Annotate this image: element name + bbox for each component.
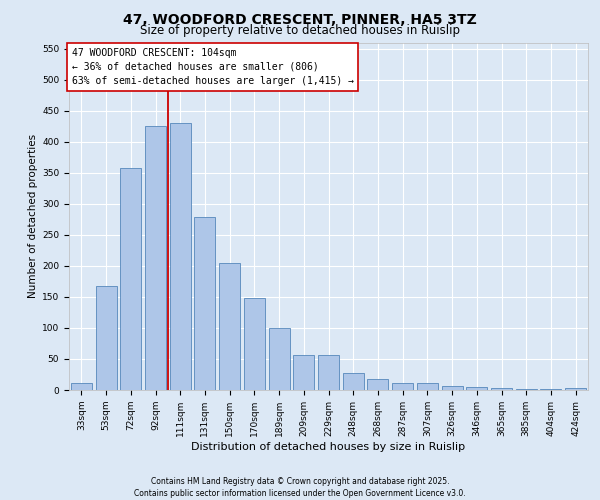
Text: 47 WOODFORD CRESCENT: 104sqm
← 36% of detached houses are smaller (806)
63% of s: 47 WOODFORD CRESCENT: 104sqm ← 36% of de… xyxy=(71,48,353,86)
Bar xyxy=(120,168,141,390)
Bar xyxy=(318,354,339,390)
Bar xyxy=(466,387,487,390)
Y-axis label: Number of detached properties: Number of detached properties xyxy=(28,134,38,298)
Bar xyxy=(269,328,290,390)
Bar xyxy=(293,354,314,390)
Bar xyxy=(392,382,413,390)
Bar xyxy=(244,298,265,390)
Bar xyxy=(442,386,463,390)
Bar xyxy=(194,218,215,390)
Bar xyxy=(71,382,92,390)
Text: Contains HM Land Registry data © Crown copyright and database right 2025.
Contai: Contains HM Land Registry data © Crown c… xyxy=(134,476,466,498)
Bar xyxy=(417,382,438,390)
Bar xyxy=(170,123,191,390)
Text: Size of property relative to detached houses in Ruislip: Size of property relative to detached ho… xyxy=(140,24,460,37)
Bar xyxy=(565,388,586,390)
X-axis label: Distribution of detached houses by size in Ruislip: Distribution of detached houses by size … xyxy=(191,442,466,452)
Bar xyxy=(516,389,537,390)
Bar xyxy=(145,126,166,390)
Bar xyxy=(491,388,512,390)
Bar xyxy=(367,379,388,390)
Bar xyxy=(95,286,116,390)
Bar xyxy=(219,264,240,390)
Bar xyxy=(343,373,364,390)
Text: 47, WOODFORD CRESCENT, PINNER, HA5 3TZ: 47, WOODFORD CRESCENT, PINNER, HA5 3TZ xyxy=(123,12,477,26)
